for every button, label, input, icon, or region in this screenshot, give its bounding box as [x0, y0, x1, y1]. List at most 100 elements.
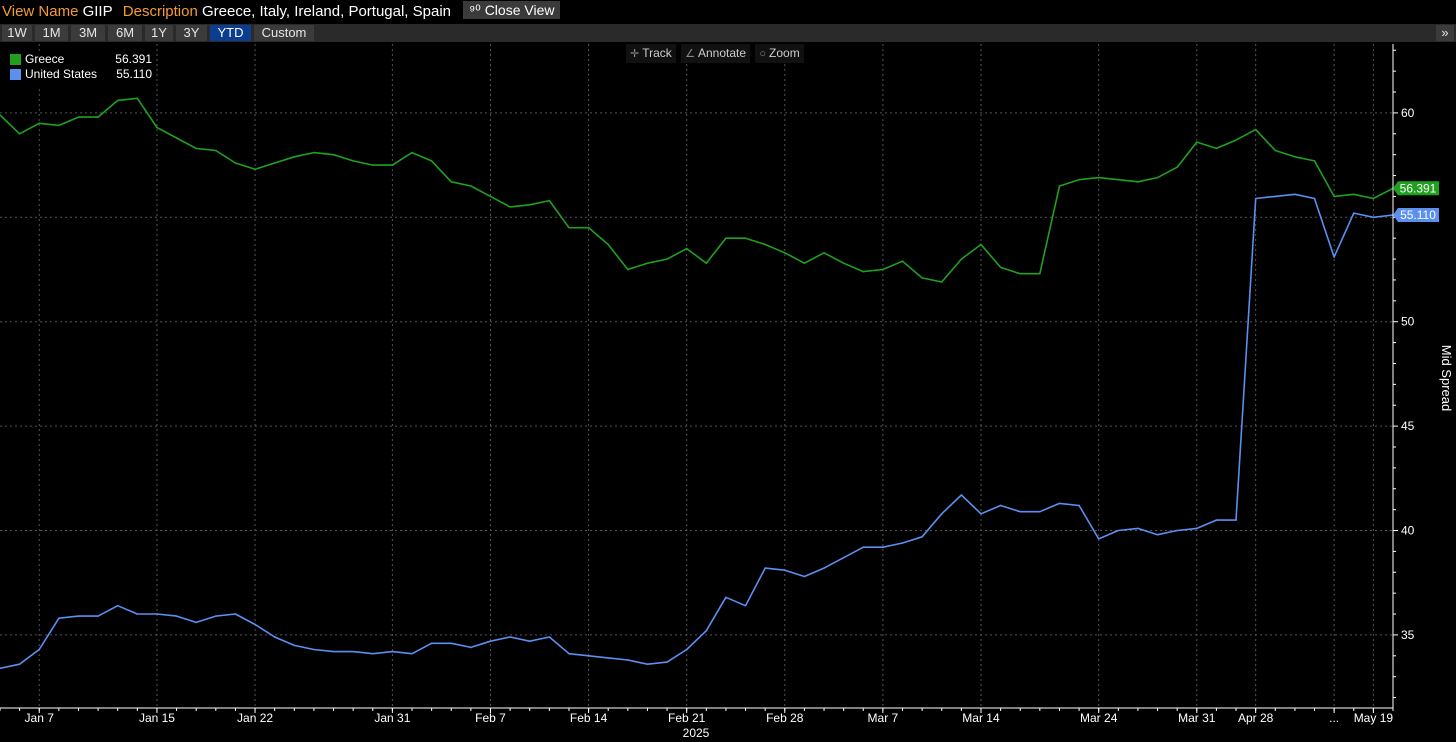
- data-point: [528, 640, 531, 642]
- data-point: [862, 270, 865, 273]
- series-line-united-states: [0, 193, 1394, 670]
- data-point: [685, 648, 688, 651]
- chart-lines: [0, 97, 1394, 670]
- x-tick-label: Mar 14: [962, 711, 1000, 725]
- data-point: [430, 642, 433, 645]
- range-1y-button[interactable]: 1Y: [145, 25, 173, 41]
- data-point: [1058, 502, 1061, 505]
- data-point: [1019, 272, 1022, 275]
- data-point: [725, 237, 727, 239]
- range-toolbar: 1W 1M 3M 6M 1Y 3Y YTD Custom »: [0, 24, 1456, 42]
- data-point: [921, 535, 923, 538]
- annotate-button[interactable]: ∠ Annotate: [681, 44, 751, 63]
- data-point: [195, 147, 197, 150]
- magnifier-icon: ○: [759, 48, 767, 60]
- data-point: [725, 596, 727, 599]
- x-tick-label: Feb 14: [570, 711, 608, 725]
- last-value-tag: 55.110: [1393, 208, 1439, 223]
- data-point: [842, 556, 845, 559]
- data-point: [234, 162, 237, 164]
- data-point: [254, 623, 256, 626]
- data-point: [1235, 519, 1237, 521]
- legend-item-greece: Greece 56.391: [6, 52, 156, 67]
- range-1w-button[interactable]: 1W: [2, 25, 32, 41]
- data-point: [509, 636, 511, 638]
- last-value-tag-bg: [1393, 181, 1439, 196]
- x-tick-label: May 19: [1354, 711, 1394, 725]
- data-point: [548, 636, 551, 638]
- data-point: [1235, 139, 1237, 141]
- data-point: [313, 648, 315, 651]
- data-point: [411, 151, 413, 154]
- data-point: [823, 567, 825, 569]
- data-point: [371, 652, 374, 655]
- data-point: [77, 116, 80, 118]
- track-button[interactable]: ✛ Track: [626, 44, 676, 63]
- view-header: View Name GIIP Description Greece, Italy…: [0, 0, 1456, 24]
- zoom-button[interactable]: ○ Zoom: [755, 44, 804, 63]
- data-point: [1215, 519, 1218, 521]
- data-point: [0, 114, 1, 116]
- data-point: [764, 567, 766, 569]
- data-point: [450, 181, 453, 183]
- data-point: [352, 160, 354, 162]
- data-point: [882, 268, 884, 271]
- data-point: [901, 260, 904, 262]
- expand-button[interactable]: »: [1436, 25, 1454, 41]
- x-tick-label: Feb 28: [766, 711, 804, 725]
- data-point: [1039, 510, 1041, 513]
- track-label: Track: [642, 46, 672, 60]
- range-6m-button[interactable]: 6M: [108, 25, 142, 41]
- crosshair-icon: ✛: [630, 48, 640, 60]
- data-point: [803, 262, 806, 265]
- data-point: [1137, 527, 1139, 530]
- data-point: [1254, 128, 1257, 131]
- data-point: [568, 226, 570, 229]
- data-point: [215, 149, 217, 152]
- data-point: [1176, 166, 1178, 168]
- data-point: [1352, 212, 1355, 214]
- data-point: [273, 636, 276, 638]
- data-point: [999, 504, 1002, 507]
- chart-grid: [0, 44, 1393, 708]
- x-tick-label: Mar 24: [1080, 711, 1118, 725]
- data-point: [97, 615, 99, 617]
- close-view-label: Close View: [484, 2, 555, 18]
- zoom-label: Zoom: [769, 46, 800, 60]
- data-point: [744, 237, 747, 239]
- data-point: [1117, 529, 1120, 532]
- data-point: [136, 613, 139, 615]
- data-point: [842, 262, 845, 265]
- data-point: [332, 650, 335, 653]
- legend-value: 55.110: [116, 67, 152, 81]
- data-point: [1078, 178, 1080, 181]
- x-tick-label: Jan 22: [237, 711, 273, 725]
- data-point: [136, 97, 139, 100]
- range-1m-button[interactable]: 1M: [35, 25, 68, 41]
- data-point: [1274, 149, 1277, 152]
- data-point: [1117, 178, 1120, 181]
- y-tick-label: 60: [1401, 106, 1415, 120]
- range-3m-button[interactable]: 3M: [71, 25, 105, 41]
- data-point: [18, 663, 21, 665]
- x-tick-label: Jan 7: [25, 711, 55, 725]
- data-point: [332, 153, 335, 156]
- data-point: [960, 494, 963, 496]
- range-3y-button[interactable]: 3Y: [176, 25, 207, 41]
- data-point: [783, 569, 786, 571]
- data-point: [921, 277, 923, 279]
- data-point: [940, 513, 943, 515]
- data-point: [980, 513, 982, 515]
- data-point: [646, 262, 649, 265]
- range-ytd-button[interactable]: YTD: [210, 25, 251, 41]
- description-label: Description: [122, 3, 198, 20]
- data-point: [666, 258, 668, 260]
- view-name-label: View Name: [2, 3, 79, 20]
- data-point: [901, 542, 904, 544]
- close-view-button[interactable]: ⁹⁰ Close View: [463, 1, 561, 19]
- data-point: [823, 252, 825, 254]
- range-custom-button[interactable]: Custom: [254, 25, 314, 41]
- view-name: GIIP: [82, 3, 113, 20]
